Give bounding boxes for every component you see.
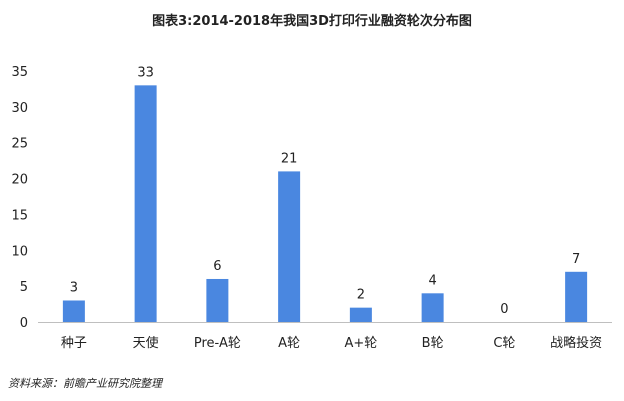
y-tick-label: 0 [20, 316, 28, 331]
data-label: 4 [428, 273, 436, 288]
y-tick-label: 15 [11, 208, 28, 223]
data-label: 33 [137, 65, 154, 80]
data-label: 7 [572, 252, 580, 267]
bar [62, 300, 85, 322]
x-tick-label: B轮 [422, 336, 444, 351]
x-tick-label: 天使 [133, 335, 159, 351]
y-tick-label: 5 [20, 280, 28, 295]
y-tick-label: 10 [11, 244, 28, 259]
bar [421, 293, 444, 322]
y-tick-label: 30 [11, 101, 28, 116]
y-tick-label: 35 [11, 65, 28, 80]
x-tick-label: Pre-A轮 [194, 336, 241, 351]
bar [278, 171, 301, 322]
y-tick-label: 25 [11, 137, 28, 152]
data-label: 0 [500, 302, 508, 317]
source-note: 资料来源：前瞻产业研究院整理 [8, 377, 162, 390]
data-label: 2 [357, 288, 365, 303]
bar [206, 278, 229, 322]
x-tick-label: A+轮 [344, 336, 377, 351]
data-label: 6 [213, 259, 221, 274]
data-label: 3 [70, 280, 78, 295]
bar [349, 307, 372, 322]
chart-title: 图表3:2014-2018年我国3D打印行业融资轮次分布图 [152, 14, 472, 29]
bar [565, 271, 588, 322]
data-label: 21 [281, 151, 298, 166]
x-tick-label: C轮 [493, 336, 515, 351]
x-tick-label: 种子 [61, 336, 87, 351]
x-tick-label: 战略投资 [550, 335, 602, 351]
bar [134, 85, 157, 322]
y-tick-label: 20 [11, 173, 28, 188]
x-tick-label: A轮 [278, 336, 300, 351]
